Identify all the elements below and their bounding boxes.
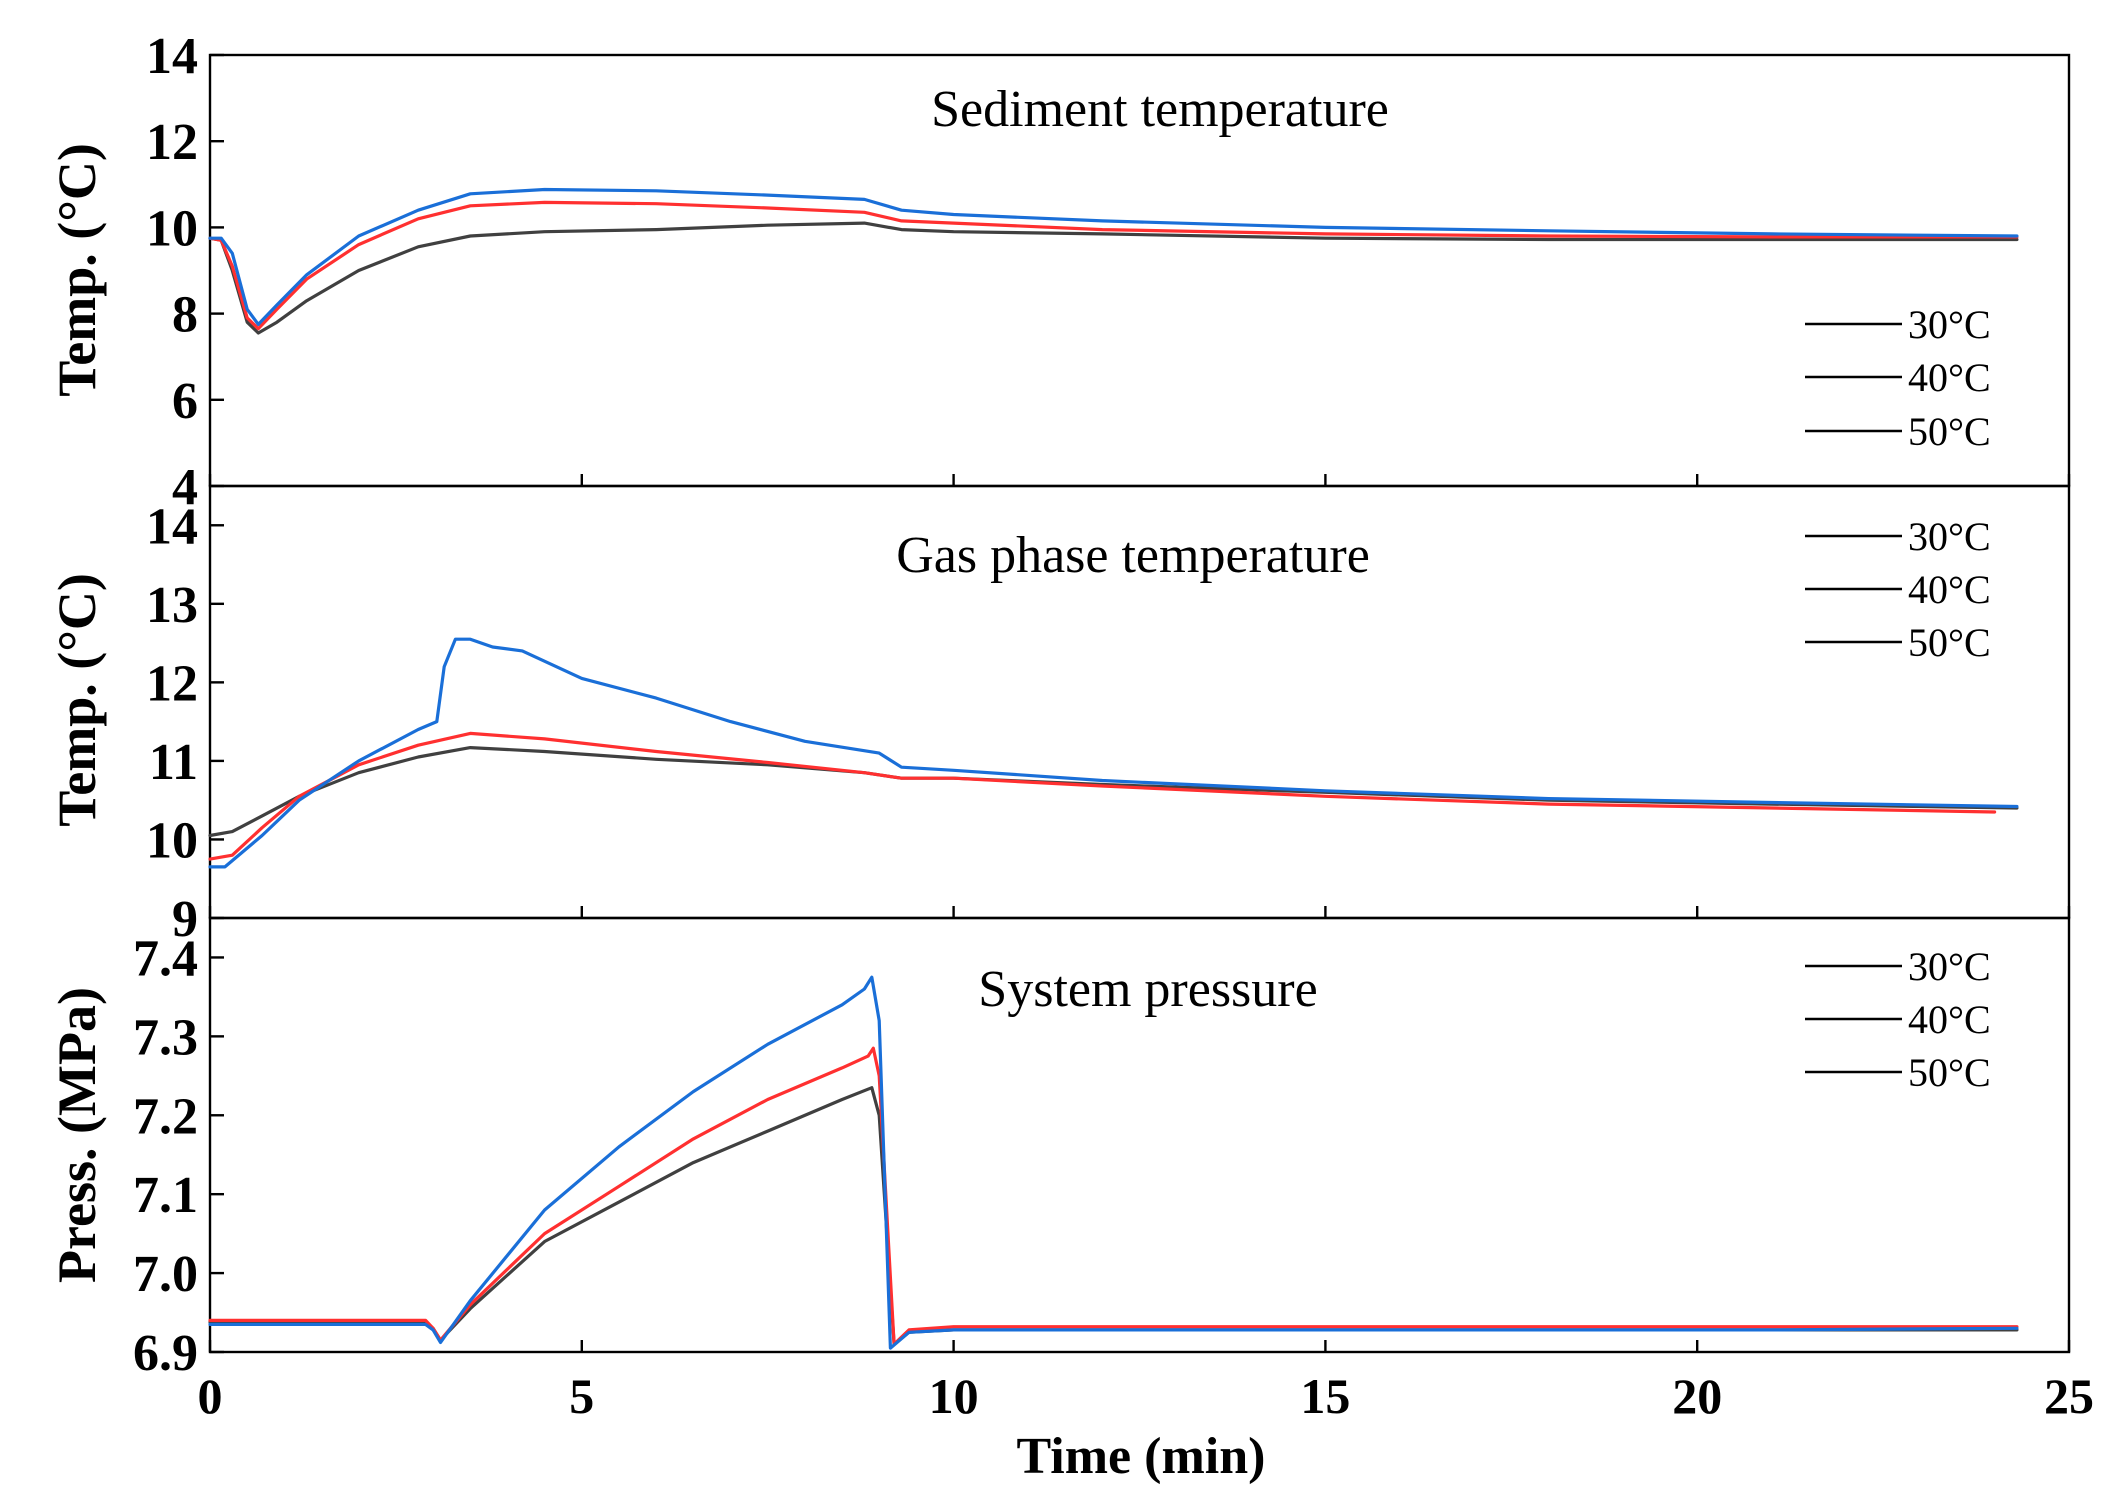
y-tick-label: 12 [146,114,198,171]
legend-3-label-30: 30°C [1908,944,1991,989]
y-tick-label: 13 [146,577,198,634]
series-line [208,200,2019,331]
y-tick-label: 14 [146,498,198,555]
legend-1-label-50: 50°C [1908,409,1991,454]
y-tick-label: 7.2 [133,1088,198,1145]
panel-3-series [208,975,2019,1350]
panel-1-legend: 30°C 40°C 50°C [1805,302,1991,454]
series-line [208,221,2019,335]
panel-gas-phase-temperature: Gas phase temperature Temp. (°C) 9 10 11 12… [47,484,2071,948]
series-line [208,1046,2019,1346]
series-line [208,187,2019,326]
x-tick-label: 5 [569,1368,594,1424]
legend-2-label-50: 50°C [1908,620,1991,665]
series-line [208,637,2019,869]
panel-3-yticks: 6.9 7.0 7.1 7.2 7.3 7.4 [133,930,224,1382]
panel-1-xticks [208,474,2071,486]
y-tick-label: 8 [172,287,198,344]
panel-1-yticks: 4 6 8 10 12 14 [146,28,224,516]
y-tick-label: 10 [146,200,198,257]
x-tick-labels: 0 5 10 15 20 25 [198,1368,2095,1424]
legend-2-label-40: 40°C [1908,567,1991,612]
panel-3-ylabel: Press. (MPa) [47,987,107,1283]
series-line [208,975,2019,1350]
panel-2-legend: 30°C 40°C 50°C [1805,514,1991,665]
y-tick-label: 6 [172,373,198,430]
y-tick-label: 10 [146,812,198,869]
y-tick-label: 12 [146,655,198,712]
x-tick-label: 15 [1300,1368,1350,1424]
panel-sediment-temperature: Sediment temperature Temp. (°C) 4 6 8 10 12 1… [47,28,2071,516]
legend-3-label-40: 40°C [1908,997,1991,1042]
x-tick-label: 20 [1672,1368,1722,1424]
series-line [208,1086,2019,1346]
panel-2-yticks: 9 10 11 12 13 14 [146,498,224,948]
legend-3-label-50: 50°C [1908,1050,1991,1095]
y-tick-label: 7.0 [133,1246,198,1303]
y-tick-label: 14 [146,28,198,85]
x-tick-label: 25 [2044,1368,2094,1424]
series-line [208,745,2019,838]
panel-2-xticks [208,906,2071,918]
panel-3-title: System pressure [978,961,1317,1018]
panel-3-legend: 30°C 40°C 50°C [1805,944,1991,1095]
legend-2-label-30: 30°C [1908,514,1991,559]
panel-2-title: Gas phase temperature [896,527,1370,584]
legend-1-label-40: 40°C [1908,355,1991,400]
y-tick-label: 9 [172,891,198,948]
x-axis-label: Time (min) [1017,1428,1266,1485]
y-tick-label: 4 [172,459,198,516]
y-tick-label: 7.4 [133,930,198,987]
series-line [208,731,1997,861]
y-tick-label: 6.9 [133,1325,198,1382]
y-tick-label: 7.1 [133,1167,198,1224]
legend-1-label-30: 30°C [1908,302,1991,347]
x-tick-label: 0 [198,1368,223,1424]
panel-2-ylabel: Temp. (°C) [47,573,107,827]
panel-3-xticks [208,1340,2071,1352]
panel-1-ylabel: Temp. (°C) [47,143,107,397]
x-tick-label: 10 [929,1368,979,1424]
panel-2-series [208,637,2019,869]
panel-1-title: Sediment temperature [931,81,1389,138]
y-tick-label: 11 [149,734,198,791]
panel-1-series [208,187,2019,335]
panel-system-pressure: System pressure Press. (MPa) 6.9 7.0 7.1 7.… [47,916,2095,1485]
y-tick-label: 7.3 [133,1009,198,1066]
panel-3-frame [208,916,2071,1354]
